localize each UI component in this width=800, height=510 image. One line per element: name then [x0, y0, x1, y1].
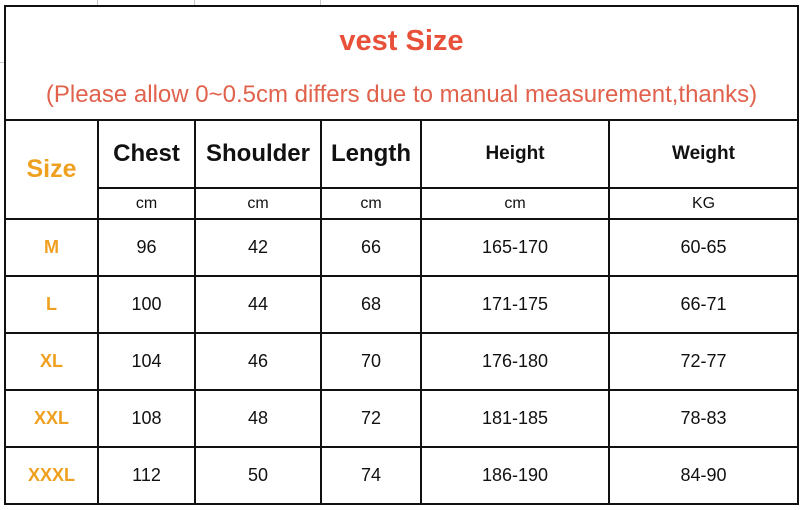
shoulder-value: 46	[194, 332, 322, 391]
header-length: Length	[320, 119, 422, 189]
unit-weight: KG	[608, 187, 799, 220]
height-value: 176-180	[420, 332, 610, 391]
length-value: 66	[320, 218, 422, 277]
shoulder-value: 50	[194, 446, 322, 505]
length-value: 74	[320, 446, 422, 505]
weight-value: 72-77	[608, 332, 799, 391]
table-row: XXXL 112 50 74 186-190 84-90	[4, 446, 799, 505]
shoulder-value: 44	[194, 275, 322, 334]
size-label: M	[4, 218, 99, 277]
weight-value: 84-90	[608, 446, 799, 505]
size-label: XL	[4, 332, 99, 391]
chart-subtitle: (Please allow 0~0.5cm differs due to man…	[45, 81, 758, 108]
size-label: L	[4, 275, 99, 334]
header-height: Height	[420, 119, 610, 189]
chart-title: vest Size	[339, 25, 464, 57]
size-label: XXL	[4, 389, 99, 448]
header-weight: Weight	[608, 119, 799, 189]
height-value: 181-185	[420, 389, 610, 448]
unit-shoulder: cm	[194, 187, 322, 220]
weight-value: 60-65	[608, 218, 799, 277]
chest-value: 104	[97, 332, 196, 391]
table-row: XL 104 46 70 176-180 72-77	[4, 332, 799, 391]
header-size: Size	[4, 119, 99, 220]
length-value: 68	[320, 275, 422, 334]
shoulder-value: 42	[194, 218, 322, 277]
size-label: XXXL	[4, 446, 99, 505]
length-value: 70	[320, 332, 422, 391]
length-value: 72	[320, 389, 422, 448]
table-row: L 100 44 68 171-175 66-71	[4, 275, 799, 334]
weight-value: 66-71	[608, 275, 799, 334]
table-row: XXL 108 48 72 181-185 78-83	[4, 389, 799, 448]
chest-value: 112	[97, 446, 196, 505]
size-chart-table: vest Size (Please allow 0~0.5cm differs …	[4, 5, 799, 505]
chest-value: 96	[97, 218, 196, 277]
header-shoulder: Shoulder	[194, 119, 322, 189]
chest-value: 108	[97, 389, 196, 448]
unit-chest: cm	[97, 187, 196, 220]
table-row: M 96 42 66 165-170 60-65	[4, 218, 799, 277]
height-value: 165-170	[420, 218, 610, 277]
title-cell: vest Size (Please allow 0~0.5cm differs …	[4, 5, 799, 121]
chest-value: 100	[97, 275, 196, 334]
header-chest: Chest	[97, 119, 196, 189]
shoulder-value: 48	[194, 389, 322, 448]
weight-value: 78-83	[608, 389, 799, 448]
unit-length: cm	[320, 187, 422, 220]
height-value: 186-190	[420, 446, 610, 505]
unit-height: cm	[420, 187, 610, 220]
height-value: 171-175	[420, 275, 610, 334]
